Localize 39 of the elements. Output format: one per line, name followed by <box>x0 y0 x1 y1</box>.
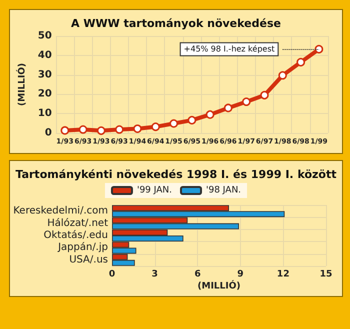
point <box>170 119 178 128</box>
point <box>188 116 196 124</box>
x-tick-label: 9 <box>237 270 244 280</box>
point <box>260 90 269 100</box>
y-tick-label: 0 <box>44 128 52 138</box>
point <box>60 126 70 135</box>
point <box>151 122 160 132</box>
y-tick-label: 20 <box>38 88 52 100</box>
chart-title: Tartománykénti növekedés 1998 I. és 1999 I. között <box>16 168 336 181</box>
legend-label: '99 JAN. <box>136 186 172 196</box>
x-tick-label: 6 <box>194 270 201 280</box>
point <box>314 44 324 54</box>
annotation: +45% 98 I.-hez képest <box>184 44 275 54</box>
x-tick-label: 15 <box>320 270 332 280</box>
y-tick-label: 30 <box>38 69 52 80</box>
point <box>96 126 106 135</box>
point <box>206 110 214 119</box>
point <box>133 124 142 133</box>
chart-title: A WWW tartományok növekedése <box>71 17 281 30</box>
y-tick-label: USA/.us <box>69 254 108 266</box>
x-tick-label: 12 <box>276 270 290 280</box>
y-axis-title: (MILLIÓ) <box>16 62 28 106</box>
point <box>278 71 287 80</box>
point <box>115 125 124 134</box>
point <box>296 58 306 66</box>
legend-label: '98 JAN. <box>206 186 242 196</box>
point <box>242 98 251 106</box>
point <box>78 125 88 134</box>
point <box>224 104 232 112</box>
x-axis-title: (MILLIÓ) <box>197 280 241 292</box>
y-tick-label: Jappán/.jp <box>57 242 108 254</box>
x-tick-label: 3 <box>152 270 158 280</box>
y-tick-label: Hálózat/.net <box>47 218 108 229</box>
y-tick-label: 40 <box>38 50 52 61</box>
y-tick-label: Kereskedelmi/.com <box>13 206 108 217</box>
y-tick-label: 50 <box>38 30 52 42</box>
y-tick-label: Oktatás/.edu <box>44 230 108 241</box>
y-tick-label: 10 <box>38 108 52 120</box>
x-tick-label: 0 <box>108 270 116 280</box>
